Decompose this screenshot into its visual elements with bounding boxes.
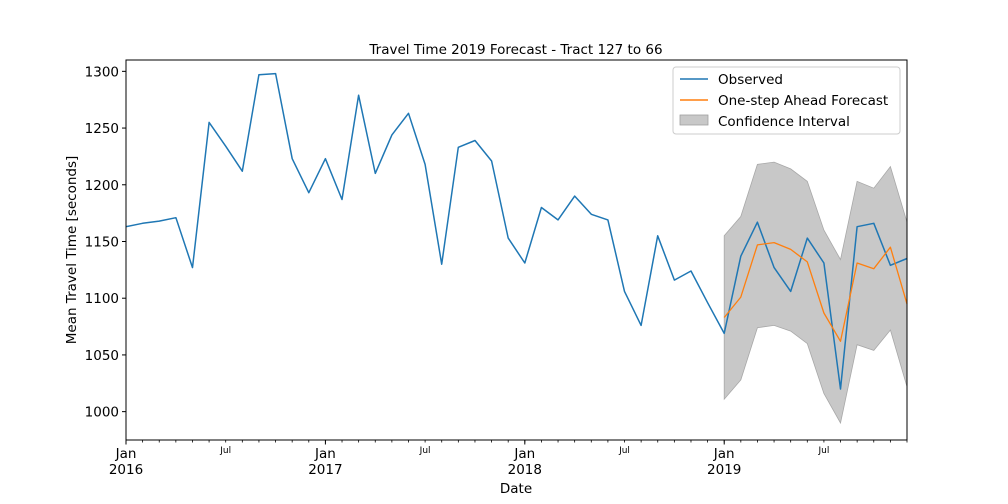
y-tick-label: 1200: [85, 178, 119, 194]
y-tick-label: 1100: [85, 291, 119, 307]
x-tick-year-label: 2016: [109, 462, 143, 478]
x-tick-label: Jan: [713, 446, 735, 462]
y-tick-label: 1150: [85, 234, 119, 250]
series-layer: [125, 72, 908, 390]
plot-frame: [125, 59, 908, 441]
x-tick-year-label: 2019: [707, 462, 741, 478]
chart-title: Travel Time 2019 Forecast - Tract 127 to…: [368, 42, 662, 58]
series-line-one-step-ahead-forecast: [723, 241, 908, 342]
y-tick-label: 1000: [85, 405, 119, 421]
y-tick-label: 1300: [85, 64, 119, 80]
legend-label-observed: Observed: [718, 72, 783, 88]
y-tick-label: 1050: [85, 348, 119, 364]
x-minor-tick-label: Jul: [219, 446, 231, 456]
legend-label-forecast: One-step Ahead Forecast: [718, 93, 888, 109]
x-tick-label: Jan: [314, 446, 336, 462]
legend: Observed One-step Ahead Forecast Confide…: [672, 66, 901, 135]
y-axis: 1000 1050 1100 1150 1200 1250 1300: [85, 64, 126, 421]
x-tick-year-label: 2018: [508, 462, 542, 478]
series-line-observed: [125, 72, 908, 390]
x-minor-tick-label: Jul: [419, 446, 431, 456]
legend-box: [672, 66, 901, 135]
y-axis-label: Mean Travel Time [seconds]: [64, 156, 80, 345]
x-tick-year-label: 2017: [308, 462, 342, 478]
x-minor-tick-label: Jul: [817, 446, 829, 456]
x-minor-tick-label: Jul: [618, 446, 630, 456]
x-tick-label: Jan: [513, 446, 535, 462]
x-axis-label: Date: [500, 481, 532, 497]
x-tick-label: Jan: [115, 446, 137, 462]
legend-marker-confidence-interval: [679, 114, 709, 126]
y-tick-label: 1250: [85, 121, 119, 137]
legend-label-confidence-interval: Confidence Interval: [718, 114, 850, 130]
